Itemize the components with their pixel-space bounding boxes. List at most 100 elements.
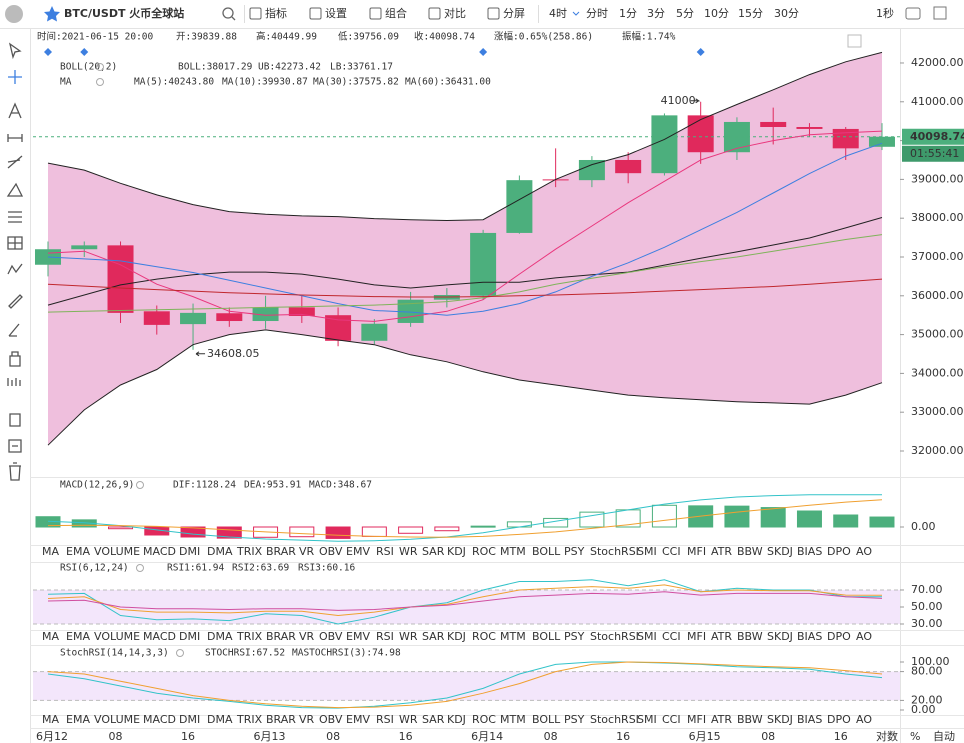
grid-tool[interactable]: [7, 236, 23, 250]
favorite-tool[interactable]: [8, 439, 22, 453]
indicator-tab[interactable]: OBV: [319, 545, 343, 558]
indicator-tab[interactable]: BOLL: [532, 713, 561, 726]
indicator-tab[interactable]: MTM: [500, 630, 526, 643]
indicator-tab[interactable]: AO: [856, 630, 872, 643]
indicator-tab[interactable]: PSY: [564, 545, 585, 558]
indicator-tab[interactable]: BOLL: [532, 630, 561, 643]
indicator-tab[interactable]: SKDJ: [767, 630, 793, 643]
visibility-tool[interactable]: [7, 378, 21, 386]
button-icon[interactable]: [249, 7, 262, 20]
settings-icon[interactable]: [136, 481, 144, 489]
indicator-tab[interactable]: BRAR: [266, 545, 296, 558]
button-icon[interactable]: [309, 7, 322, 20]
indicator-tab[interactable]: VOLUME: [94, 630, 140, 643]
indicator-tab[interactable]: SKDJ: [767, 545, 793, 558]
indicator-tab[interactable]: DMA: [207, 630, 233, 643]
indicator-tab[interactable]: EMV: [346, 713, 370, 726]
indicator-tab[interactable]: BIAS: [797, 713, 822, 726]
indicator-tab[interactable]: EMV: [346, 630, 370, 643]
indicator-tab[interactable]: MACD: [143, 713, 176, 726]
indicator-tab[interactable]: OBV: [319, 713, 343, 726]
indicator-tab[interactable]: VOLUME: [94, 713, 140, 726]
toolbar-button[interactable]: 分屏: [503, 7, 525, 20]
indicator-tab[interactable]: DPO: [827, 630, 851, 643]
indicator-tab[interactable]: SAR: [422, 630, 445, 643]
button-icon[interactable]: [428, 7, 441, 20]
indicator-tab[interactable]: ATR: [711, 630, 732, 643]
indicator-tab[interactable]: WR: [399, 545, 418, 558]
indicator-tab[interactable]: ROC: [472, 630, 496, 643]
indicator-label[interactable]: StochRSI(14,14,3,3): [60, 648, 169, 659]
indicator-tab[interactable]: BIAS: [797, 545, 822, 558]
indicator-tab[interactable]: EMA: [66, 630, 90, 643]
indicator-tab[interactable]: RSI: [376, 630, 394, 643]
indicator-tab[interactable]: WR: [399, 630, 418, 643]
indicator-tab[interactable]: MFI: [687, 545, 706, 558]
indicator-tab[interactable]: SMI: [637, 630, 657, 643]
indicator-tab[interactable]: CCI: [662, 630, 681, 643]
layout-icon[interactable]: [847, 34, 862, 48]
indicator-tab[interactable]: VR: [299, 545, 315, 558]
toolbar-button[interactable]: 组合: [385, 6, 407, 20]
indicator-tab[interactable]: BIAS: [797, 630, 822, 643]
interval-button[interactable]: 10分: [704, 7, 729, 20]
template-tool[interactable]: [9, 413, 21, 427]
indicator-tab[interactable]: EMA: [66, 713, 90, 726]
indicator-tab[interactable]: BRAR: [266, 630, 296, 643]
logo[interactable]: [5, 5, 23, 23]
indicator-tab[interactable]: StochRSI: [590, 630, 639, 643]
ruler-tool[interactable]: [8, 294, 23, 309]
indicator-tab[interactable]: ATR: [711, 545, 732, 558]
toolbar-button[interactable]: 指标: [265, 6, 287, 20]
indicator-tab[interactable]: MTM: [500, 713, 526, 726]
indicator-tab[interactable]: ROC: [472, 545, 496, 558]
indicator-tab[interactable]: DPO: [827, 713, 851, 726]
indicator-tab[interactable]: KDJ: [447, 545, 466, 558]
indicator-tab[interactable]: DMA: [207, 713, 233, 726]
indicator-tab[interactable]: TRIX: [236, 713, 263, 726]
indicator-tab[interactable]: TRIX: [236, 545, 263, 558]
indicator-tab[interactable]: DMI: [179, 630, 200, 643]
interval-button[interactable]: 分时: [586, 7, 608, 20]
indicator-tab[interactable]: EMA: [66, 545, 90, 558]
indicator-tab[interactable]: VR: [299, 713, 315, 726]
indicator-tab[interactable]: WR: [399, 713, 418, 726]
indicator-tab[interactable]: VOLUME: [94, 545, 140, 558]
indicator-tab[interactable]: BRAR: [266, 713, 296, 726]
indicator-tab[interactable]: OBV: [319, 630, 343, 643]
favorite-star[interactable]: [44, 6, 60, 22]
indicator-tab[interactable]: BBW: [737, 630, 763, 643]
camera-icon[interactable]: [905, 7, 921, 20]
axis-option[interactable]: 对数: [876, 729, 898, 743]
indicator-tab[interactable]: BOLL: [532, 545, 561, 558]
indicator-tab[interactable]: PSY: [564, 713, 585, 726]
fib-tool[interactable]: [8, 211, 22, 223]
indicator-tab[interactable]: DMI: [179, 545, 200, 558]
indicator-label[interactable]: BOLL(20,2): [60, 62, 117, 73]
indicator-tab[interactable]: SMI: [637, 545, 657, 558]
indicator-tab[interactable]: DPO: [827, 545, 851, 558]
indicator-tab[interactable]: CCI: [662, 545, 681, 558]
interval-button[interactable]: 1分: [619, 7, 637, 20]
symbol-title[interactable]: BTC/USDT 火币全球站: [64, 6, 184, 20]
interval-button[interactable]: 3分: [647, 7, 665, 20]
interval-button[interactable]: 4时: [549, 7, 567, 20]
indicator-tab[interactable]: CCI: [662, 713, 681, 726]
wave-tool[interactable]: [7, 263, 23, 275]
indicator-tab[interactable]: MTM: [500, 545, 526, 558]
delete-tool[interactable]: [9, 462, 21, 481]
indicator-tab[interactable]: MACD: [143, 545, 176, 558]
indicator-tab[interactable]: MA: [42, 630, 59, 643]
indicator-tab[interactable]: VR: [299, 630, 315, 643]
settings-icon[interactable]: [96, 78, 104, 86]
settings-icon[interactable]: [176, 649, 184, 657]
indicator-tab[interactable]: DMI: [179, 713, 200, 726]
indicator-tab[interactable]: KDJ: [447, 713, 466, 726]
trend-tool[interactable]: [7, 155, 23, 169]
indicator-tab[interactable]: StochRSI: [590, 713, 639, 726]
indicator-label[interactable]: RSI(6,12,24): [60, 563, 129, 574]
indicator-label[interactable]: MACD(12,26,9): [60, 480, 134, 491]
axis-option[interactable]: 自动: [933, 730, 955, 743]
axis-option[interactable]: %: [910, 730, 920, 743]
shape-tool[interactable]: [6, 182, 24, 197]
